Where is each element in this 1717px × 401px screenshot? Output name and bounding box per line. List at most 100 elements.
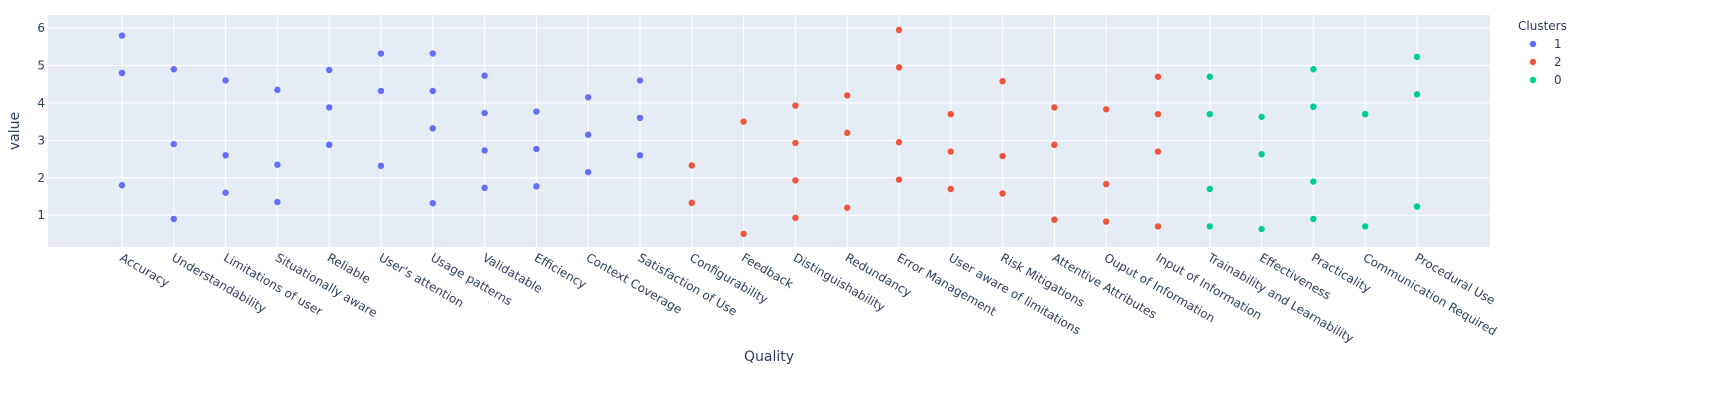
data-point-cluster-1 bbox=[170, 66, 177, 73]
data-points bbox=[118, 26, 1421, 238]
data-point-cluster-2 bbox=[1154, 223, 1162, 230]
data-point-cluster-1 bbox=[533, 183, 540, 190]
data-point-cluster-2 bbox=[688, 199, 695, 207]
data-point-cluster-1 bbox=[533, 145, 540, 153]
x-axis-title: Quality bbox=[744, 349, 794, 365]
data-point-cluster-1 bbox=[377, 87, 385, 95]
data-point-cluster-1 bbox=[429, 50, 436, 57]
data-point-cluster-2 bbox=[740, 230, 747, 238]
data-point-cluster-1 bbox=[377, 162, 385, 169]
y-tick-label: 4 bbox=[37, 96, 45, 110]
legend-item-cluster-2: 2 bbox=[1529, 55, 1562, 69]
data-point-cluster-1 bbox=[170, 140, 177, 148]
legend-marker bbox=[1529, 40, 1537, 48]
y-tick-label: 2 bbox=[37, 171, 45, 185]
y-tick-labels: 1 2 3 4 5 6 bbox=[37, 21, 45, 222]
data-point-cluster-0 bbox=[1206, 73, 1214, 80]
x-tick-label: Understandability bbox=[169, 250, 268, 315]
legend-label: 2 bbox=[1554, 55, 1562, 69]
data-point-cluster-0 bbox=[1258, 225, 1265, 233]
data-point-cluster-0 bbox=[1310, 215, 1317, 223]
data-point-cluster-0 bbox=[1413, 53, 1421, 61]
data-point-cluster-0 bbox=[1413, 203, 1421, 210]
data-point-cluster-2 bbox=[1103, 180, 1110, 188]
data-point-cluster-0 bbox=[1413, 91, 1421, 98]
data-point-cluster-2 bbox=[895, 139, 903, 146]
data-point-cluster-1 bbox=[429, 200, 436, 207]
data-point-cluster-2 bbox=[1051, 104, 1058, 111]
data-point-cluster-2 bbox=[1154, 110, 1162, 118]
data-point-cluster-1 bbox=[585, 168, 592, 176]
data-point-cluster-1 bbox=[429, 125, 436, 132]
legend-title: Clusters bbox=[1518, 19, 1567, 33]
data-point-cluster-2 bbox=[1051, 141, 1058, 149]
data-point-cluster-2 bbox=[895, 64, 903, 71]
data-point-cluster-0 bbox=[1310, 178, 1317, 185]
y-tick-label: 1 bbox=[37, 208, 45, 222]
legend: Clusters 1 2 0 bbox=[1518, 19, 1567, 87]
data-point-cluster-1 bbox=[326, 141, 333, 149]
data-point-cluster-2 bbox=[792, 177, 799, 184]
data-point-cluster-2 bbox=[740, 118, 747, 125]
data-point-cluster-1 bbox=[274, 161, 281, 168]
data-point-cluster-2 bbox=[1154, 73, 1162, 80]
data-point-cluster-2 bbox=[688, 162, 695, 169]
data-point-cluster-0 bbox=[1310, 66, 1317, 73]
data-point-cluster-1 bbox=[636, 114, 644, 122]
data-point-cluster-1 bbox=[118, 32, 126, 39]
data-point-cluster-1 bbox=[274, 86, 281, 94]
x-tick-label: Distinguishability bbox=[791, 250, 888, 314]
data-point-cluster-2 bbox=[792, 139, 799, 147]
y-tick-label: 3 bbox=[37, 133, 45, 147]
data-point-cluster-1 bbox=[429, 87, 436, 95]
data-point-cluster-2 bbox=[1103, 106, 1110, 113]
data-point-cluster-1 bbox=[274, 198, 281, 206]
y-tick-label: 6 bbox=[37, 21, 45, 35]
data-point-cluster-1 bbox=[377, 50, 385, 57]
data-point-cluster-0 bbox=[1206, 223, 1214, 230]
x-tick-label: Accuracy bbox=[118, 250, 172, 290]
legend-label: 1 bbox=[1554, 37, 1562, 51]
data-point-cluster-2 bbox=[999, 190, 1006, 197]
data-point-cluster-1 bbox=[222, 152, 229, 159]
data-point-cluster-2 bbox=[947, 148, 954, 155]
data-point-cluster-1 bbox=[326, 104, 333, 111]
data-point-cluster-1 bbox=[170, 215, 177, 223]
data-point-cluster-1 bbox=[118, 182, 126, 189]
data-point-cluster-1 bbox=[585, 131, 592, 138]
y-tick-label: 5 bbox=[37, 59, 45, 73]
data-point-cluster-2 bbox=[1154, 148, 1162, 155]
x-tick-label: Context Coverage bbox=[584, 250, 685, 316]
data-point-cluster-1 bbox=[222, 77, 229, 84]
data-point-cluster-2 bbox=[1051, 216, 1058, 223]
data-point-cluster-0 bbox=[1206, 110, 1214, 118]
data-point-cluster-0 bbox=[1258, 151, 1265, 158]
data-point-cluster-2 bbox=[999, 152, 1006, 160]
data-point-cluster-0 bbox=[1362, 223, 1369, 230]
data-point-cluster-2 bbox=[844, 129, 851, 137]
data-point-cluster-2 bbox=[844, 92, 851, 99]
plot-background bbox=[48, 15, 1490, 247]
data-point-cluster-1 bbox=[481, 184, 488, 192]
data-point-cluster-1 bbox=[636, 152, 644, 159]
data-point-cluster-1 bbox=[326, 66, 333, 74]
data-point-cluster-2 bbox=[895, 26, 903, 34]
data-point-cluster-2 bbox=[999, 78, 1006, 85]
data-point-cluster-1 bbox=[533, 108, 540, 115]
data-point-cluster-1 bbox=[636, 77, 644, 84]
data-point-cluster-0 bbox=[1206, 185, 1214, 193]
data-point-cluster-2 bbox=[792, 214, 799, 222]
data-point-cluster-0 bbox=[1362, 110, 1369, 118]
legend-marker bbox=[1529, 76, 1537, 84]
data-point-cluster-2 bbox=[947, 110, 954, 118]
data-point-cluster-1 bbox=[118, 69, 126, 77]
data-point-cluster-0 bbox=[1310, 103, 1317, 110]
data-point-cluster-1 bbox=[481, 72, 488, 79]
legend-label: 0 bbox=[1554, 73, 1562, 87]
data-point-cluster-2 bbox=[895, 176, 903, 183]
legend-marker bbox=[1529, 58, 1537, 66]
data-point-cluster-1 bbox=[222, 189, 229, 196]
data-point-cluster-1 bbox=[481, 147, 488, 154]
legend-item-cluster-1: 1 bbox=[1529, 37, 1562, 51]
